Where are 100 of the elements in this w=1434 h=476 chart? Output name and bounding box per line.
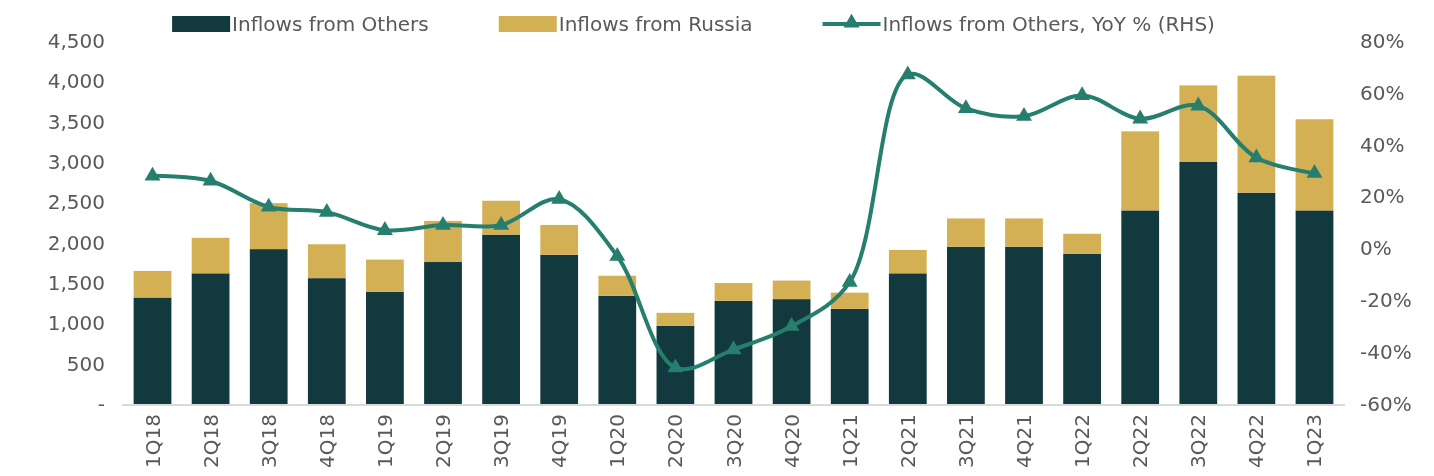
bar <box>424 262 462 404</box>
bar <box>307 244 346 279</box>
bar <box>888 249 927 274</box>
y-tick-label: 2,000 <box>47 230 105 255</box>
y2-tick-label: 80% <box>1360 28 1405 53</box>
bar <box>191 237 230 274</box>
point <box>1248 148 1265 163</box>
x-tick-label: 4Q21 <box>1012 414 1036 468</box>
x-tick-label: 1Q22 <box>1070 414 1095 468</box>
x-tick-label: 1Q18 <box>140 414 165 468</box>
bar <box>191 273 230 404</box>
y2-tick-label: 60% <box>1360 80 1405 105</box>
bar <box>656 312 695 326</box>
bar <box>366 291 404 404</box>
point <box>144 166 161 181</box>
bar <box>1063 253 1101 404</box>
x-tick-label: 3Q19 <box>489 414 514 468</box>
bar <box>540 224 579 255</box>
y2-tick-label: 40% <box>1360 132 1405 157</box>
bar <box>307 278 346 404</box>
x-tick-label: 4Q22 <box>1244 414 1269 468</box>
bar <box>1179 162 1218 404</box>
bar <box>830 308 869 404</box>
bar <box>714 283 753 301</box>
x-tick-label: 3Q18 <box>256 414 281 468</box>
point <box>318 202 335 217</box>
point <box>609 247 626 261</box>
y-tick-label: 2,500 <box>47 190 105 215</box>
point <box>783 317 800 331</box>
x-tick-label: 3Q20 <box>721 414 746 468</box>
bar <box>1121 131 1160 211</box>
point <box>1132 109 1149 124</box>
bar <box>772 280 811 300</box>
legend-label: Inflows from Others <box>232 12 429 36</box>
bar <box>1179 85 1218 162</box>
bar <box>366 259 404 292</box>
legend-label: Inflows from Others, YoY % (RHS) <box>882 12 1215 36</box>
x-tick-label: 2Q20 <box>663 414 688 468</box>
bar <box>830 292 869 309</box>
x-tick-label: 4Q19 <box>547 414 572 468</box>
bar <box>772 299 811 404</box>
bar <box>598 295 637 404</box>
x-tick-label: 2Q18 <box>198 414 223 468</box>
bar <box>1295 119 1334 211</box>
bar <box>1121 210 1160 404</box>
y-tick-label: 4,500 <box>47 28 105 53</box>
bar <box>249 249 288 404</box>
point <box>1016 106 1032 121</box>
bar <box>947 246 985 404</box>
bar <box>1005 246 1043 404</box>
x-tick-label: 2Q19 <box>431 414 455 468</box>
point <box>725 340 742 355</box>
x-tick-label: 1Q19 <box>372 414 397 468</box>
x-tick-label: 4Q20 <box>779 414 804 468</box>
y2-tick-label: 0% <box>1360 236 1392 261</box>
y2-tick-label: -20% <box>1360 288 1412 313</box>
legend-label: Inflows from Russia <box>558 12 753 36</box>
x-tick-label: 4Q18 <box>314 414 339 468</box>
x-tick-label: 1Q21 <box>837 414 862 468</box>
point <box>1074 86 1091 101</box>
bar <box>1063 233 1101 254</box>
bar <box>888 273 927 404</box>
point <box>957 99 974 114</box>
y2-tick-label: 20% <box>1360 184 1405 209</box>
point <box>1306 164 1323 178</box>
point <box>551 189 568 204</box>
point <box>435 215 451 230</box>
bar <box>1237 75 1276 193</box>
y2-tick-label: -40% <box>1360 340 1412 365</box>
y-tick-label: 4,000 <box>47 69 105 94</box>
y-tick-label: 1,500 <box>47 270 105 295</box>
point <box>1190 96 1207 111</box>
x-tick-label: 2Q21 <box>895 414 920 468</box>
y2-tick-label: -60% <box>1360 391 1412 416</box>
point <box>667 358 684 373</box>
bar <box>1005 218 1043 247</box>
bar <box>656 325 695 404</box>
point <box>841 272 858 287</box>
x-tick-label: 3Q21 <box>953 414 978 468</box>
bar <box>133 297 172 404</box>
point <box>899 65 916 80</box>
x-tick-label: 1Q23 <box>1302 414 1327 468</box>
bar <box>1295 210 1334 404</box>
bar <box>947 218 985 247</box>
x-tick-label: 1Q20 <box>605 414 630 468</box>
y-tick-label: 3,000 <box>47 149 105 174</box>
bar <box>714 300 753 404</box>
y-tick-label: 3,500 <box>47 109 105 134</box>
bar <box>1237 192 1276 404</box>
bar <box>482 234 520 404</box>
y-tick-label: - <box>97 391 105 416</box>
point <box>376 221 393 235</box>
point <box>202 171 219 186</box>
x-tick-label: 3Q22 <box>1186 414 1211 468</box>
point <box>260 197 277 212</box>
bar <box>133 270 172 298</box>
y-tick-label: 500 <box>66 351 105 376</box>
x-tick-label: 2Q22 <box>1128 414 1153 468</box>
y-tick-label: 1,000 <box>47 311 105 336</box>
bar <box>540 254 579 404</box>
